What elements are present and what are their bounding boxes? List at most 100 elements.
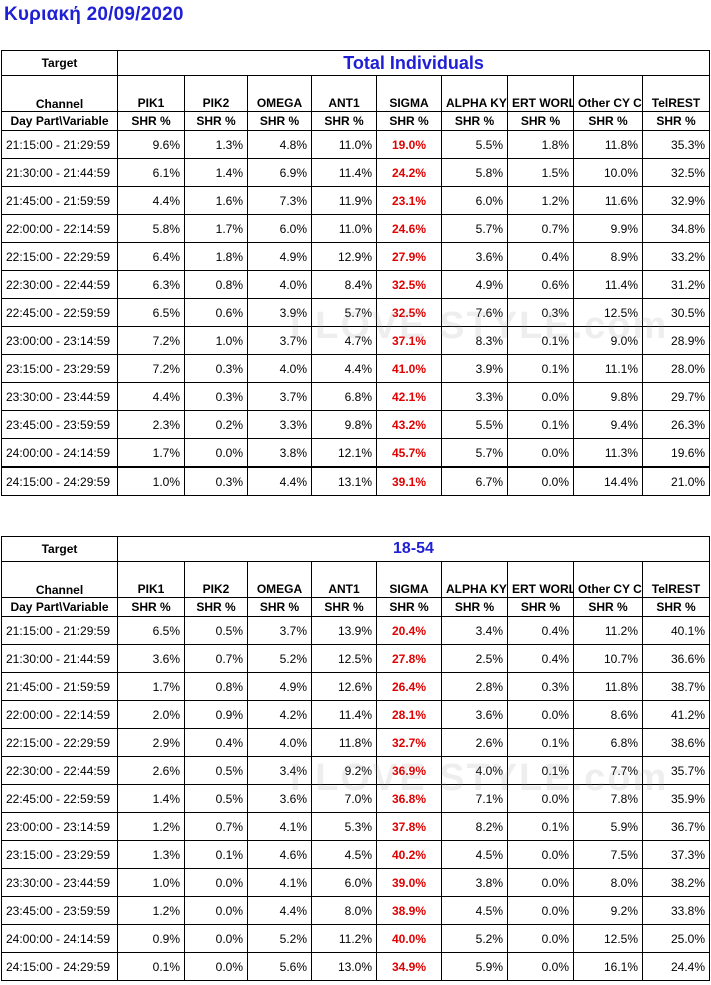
share-cell: 0.0% — [184, 896, 248, 925]
sigma-share-cell: 41.0% — [376, 354, 442, 383]
shr-label: SHR % — [376, 111, 442, 131]
share-cell: 3.6% — [247, 784, 312, 813]
share-cell: 8.3% — [441, 326, 508, 355]
daypart-cell: 21:30:00 - 21:44:59 — [1, 158, 118, 187]
channel-header: ANT1 — [311, 561, 377, 598]
shr-label: SHR % — [507, 111, 574, 131]
sigma-share-cell: 40.2% — [376, 840, 442, 869]
share-cell: 5.5% — [441, 410, 508, 439]
shr-label: SHR % — [573, 111, 643, 131]
table-row: 22:00:00 - 22:14:59 2.0% 0.9% 4.2% 11.4% 28.1… — [1, 700, 710, 729]
table-row: 21:15:00 - 21:29:59 6.5% 0.5% 3.7% 13.9% 20.4… — [1, 616, 710, 645]
share-cell: 3.4% — [247, 756, 312, 785]
daypart-cell: 22:15:00 - 22:29:59 — [1, 728, 118, 757]
share-cell: 14.4% — [573, 466, 643, 496]
share-cell: 26.3% — [641, 410, 711, 439]
target-row: Target Total Individuals — [1, 50, 711, 76]
sigma-share-cell: 24.6% — [376, 214, 442, 243]
share-cell: 2.0% — [117, 700, 185, 729]
sigma-share-cell: 20.4% — [376, 616, 442, 645]
share-cell: 9.8% — [573, 382, 643, 411]
share-cell: 32.9% — [641, 186, 711, 215]
table-row: 23:00:00 - 23:14:59 1.2% 0.7% 4.1% 5.3% 37.8%… — [1, 812, 710, 841]
shr-label: SHR % — [311, 111, 377, 131]
share-cell: 0.1% — [507, 756, 574, 785]
share-cell: 4.0% — [247, 270, 312, 299]
sigma-share-cell: 38.9% — [376, 896, 442, 925]
share-cell: 38.7% — [642, 672, 710, 701]
share-cell: 0.6% — [507, 270, 574, 299]
share-cell: 6.1% — [117, 158, 185, 187]
share-cell: 7.6% — [441, 298, 508, 327]
share-cell: 1.6% — [184, 186, 248, 215]
share-cell: 0.0% — [507, 438, 574, 468]
share-cell: 0.7% — [184, 812, 248, 841]
share-cell: 36.6% — [642, 644, 710, 673]
share-cell: 7.3% — [247, 186, 312, 215]
share-cell: 0.0% — [184, 924, 248, 953]
share-cell: 4.8% — [247, 130, 312, 159]
share-cell: 1.2% — [117, 896, 185, 925]
sigma-share-cell: 23.1% — [376, 186, 442, 215]
share-cell: 4.4% — [247, 466, 312, 496]
share-cell: 6.8% — [311, 382, 377, 411]
channel-header: PIK1 — [117, 75, 185, 112]
share-cell: 4.5% — [441, 840, 508, 869]
shr-label: SHR % — [311, 597, 377, 617]
sigma-share-cell: 32.5% — [376, 270, 442, 299]
table-row: 21:30:00 - 21:44:59 6.1% 1.4% 6.9% 11.4% 24.2… — [1, 158, 711, 187]
share-cell: 3.3% — [441, 382, 508, 411]
share-cell: 9.4% — [573, 410, 643, 439]
shr-label: SHR % — [247, 597, 312, 617]
daypart-cell: 23:45:00 - 23:59:59 — [1, 896, 118, 925]
target-title: Total Individuals — [116, 50, 711, 76]
share-cell: 2.9% — [117, 728, 185, 757]
share-cell: 11.0% — [311, 130, 377, 159]
share-cell: 28.9% — [641, 326, 711, 355]
share-cell: 0.8% — [184, 270, 248, 299]
share-cell: 0.1% — [507, 728, 574, 757]
share-cell: 0.0% — [184, 952, 248, 981]
share-cell: 0.2% — [184, 410, 248, 439]
table-row: 22:45:00 - 22:59:59 1.4% 0.5% 3.6% 7.0% 36.8%… — [1, 784, 710, 813]
share-cell: 3.8% — [441, 868, 508, 897]
shr-label: SHR % — [573, 597, 643, 617]
share-cell: 7.8% — [573, 784, 643, 813]
ratings-table-total-individuals: Target Total Individuals Channel PIK1 PIK2 OM… — [1, 50, 711, 496]
share-cell: 3.7% — [247, 326, 312, 355]
share-cell: 6.4% — [117, 242, 185, 271]
share-cell: 34.8% — [641, 214, 711, 243]
share-cell: 4.4% — [117, 382, 185, 411]
share-cell: 5.8% — [441, 158, 508, 187]
share-cell: 11.4% — [311, 700, 377, 729]
share-cell: 6.0% — [311, 868, 377, 897]
share-cell: 38.6% — [642, 728, 710, 757]
target-title: 18-54 — [117, 536, 710, 562]
share-cell: 0.9% — [184, 700, 248, 729]
share-cell: 0.1% — [507, 354, 574, 383]
share-cell: 4.6% — [247, 840, 312, 869]
share-cell: 12.1% — [311, 438, 377, 468]
daypart-cell: 21:30:00 - 21:44:59 — [1, 644, 118, 673]
share-cell: 4.0% — [247, 728, 312, 757]
channel-header: ERT WORLD — [507, 561, 574, 598]
shr-label: SHR % — [441, 111, 508, 131]
share-cell: 1.7% — [117, 672, 185, 701]
share-cell: 8.0% — [311, 896, 377, 925]
share-cell: 0.0% — [507, 896, 574, 925]
share-cell: 3.7% — [247, 382, 312, 411]
share-cell: 9.2% — [573, 896, 643, 925]
daypart-cell: 24:00:00 - 24:14:59 — [1, 438, 118, 468]
share-cell: 1.0% — [184, 326, 248, 355]
share-cell: 2.8% — [441, 672, 508, 701]
share-cell: 11.2% — [311, 924, 377, 953]
share-cell: 13.0% — [311, 952, 377, 981]
share-cell: 11.8% — [573, 672, 643, 701]
table-row: 23:00:00 - 23:14:59 7.2% 1.0% 3.7% 4.7% 37.1%… — [1, 326, 711, 355]
share-cell: 11.6% — [573, 186, 643, 215]
share-cell: 0.6% — [184, 298, 248, 327]
share-cell: 1.7% — [117, 438, 185, 468]
sigma-share-cell: 32.7% — [376, 728, 442, 757]
daypart-cell: 22:45:00 - 22:59:59 — [1, 298, 118, 327]
share-cell: 35.9% — [642, 784, 710, 813]
